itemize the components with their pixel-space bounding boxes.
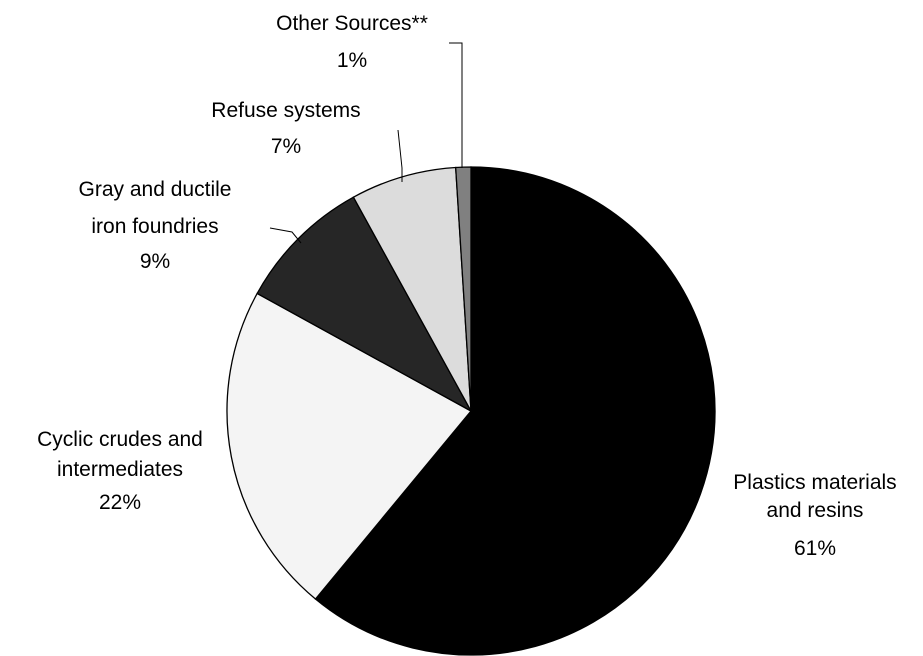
leader-line-other <box>449 42 463 168</box>
leader-lines <box>269 42 463 244</box>
slice-label-gray: Gray and ductile <box>79 178 232 201</box>
slice-value-cyclic: 22% <box>99 491 141 514</box>
leader-line-refuse <box>397 129 403 182</box>
slice-value-plastics: 61% <box>794 537 836 560</box>
slice-labels: Plastics materials and resins 61% Cyclic cr… <box>37 12 897 560</box>
pie-slice-cyclic <box>226 292 473 600</box>
slice-label-cyclic: Cyclic crudes and <box>37 428 203 451</box>
pie-slice-gray <box>256 196 473 413</box>
slice-value-gray: 9% <box>140 250 170 273</box>
slice-label-gray: iron foundries <box>91 215 218 238</box>
slice-label-refuse: Refuse systems <box>211 99 360 122</box>
slice-value-other: 1% <box>337 49 367 72</box>
pie-slice-plastics <box>314 166 716 656</box>
pie-slices <box>226 166 716 656</box>
slice-label-plastics: and resins <box>767 499 864 522</box>
leader-line-gray <box>269 227 302 244</box>
slice-label-cyclic: intermediates <box>57 458 183 481</box>
slice-value-refuse: 7% <box>271 135 301 158</box>
pie-slice-refuse <box>352 166 472 412</box>
pie-slice-other <box>454 166 472 412</box>
slice-label-plastics: Plastics materials <box>733 471 896 494</box>
slice-label-other: Other Sources** <box>276 12 428 35</box>
